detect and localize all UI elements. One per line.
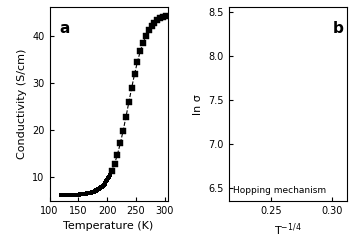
Y-axis label: ln σ: ln σ [193, 94, 203, 114]
Text: Hopping mechanism: Hopping mechanism [233, 186, 326, 195]
X-axis label: Temperature (K): Temperature (K) [63, 221, 154, 231]
Text: b: b [333, 21, 344, 36]
X-axis label: T$^{-1/4}$: T$^{-1/4}$ [274, 221, 302, 238]
Y-axis label: Conductivity (S/cm): Conductivity (S/cm) [17, 49, 27, 159]
Text: a: a [59, 21, 69, 36]
